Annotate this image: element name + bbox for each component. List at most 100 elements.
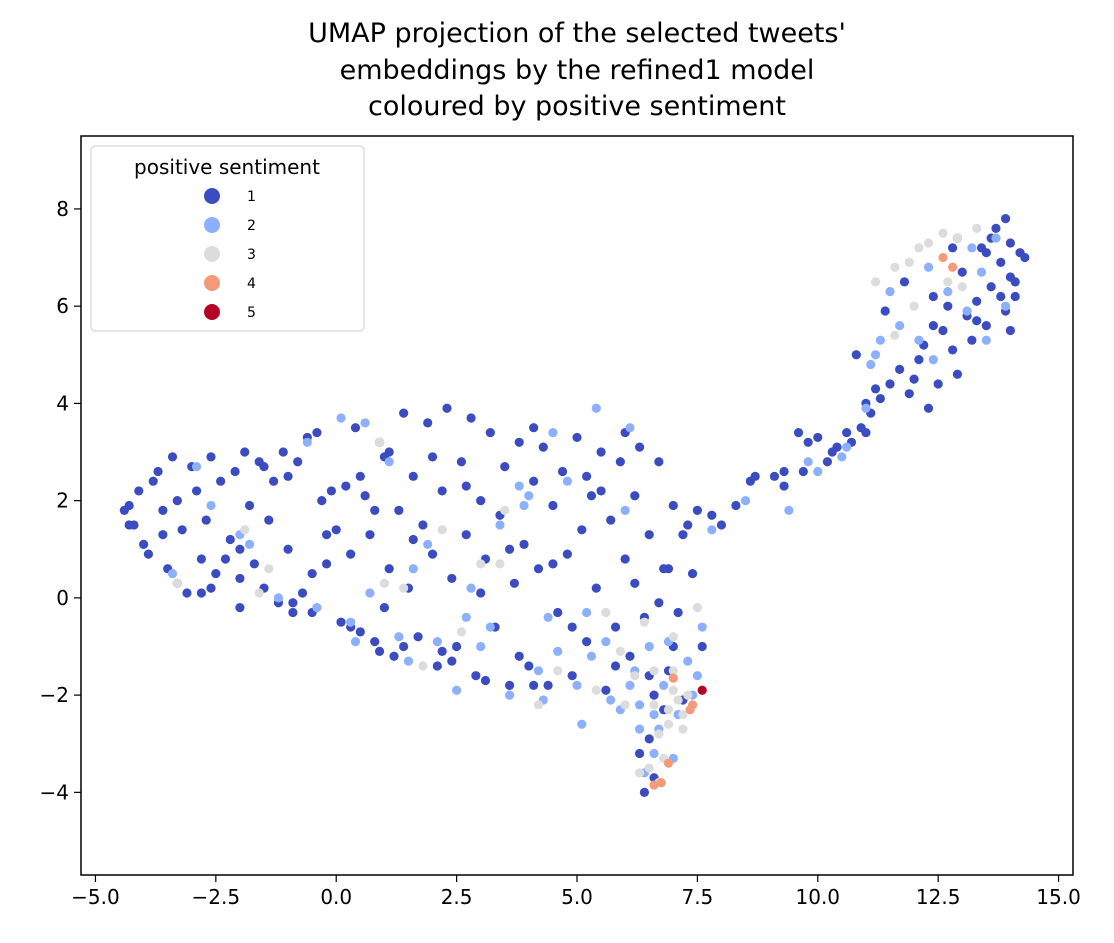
scatter-point-sentiment-2 xyxy=(683,656,693,666)
scatter-point-sentiment-1 xyxy=(548,500,558,511)
scatter-point-sentiment-1 xyxy=(562,549,572,559)
scatter-point-sentiment-1 xyxy=(177,525,187,535)
scatter-point-sentiment-2 xyxy=(707,525,717,535)
scatter-point-sentiment-1 xyxy=(553,607,563,618)
scatter-point-sentiment-1 xyxy=(461,481,471,491)
y-tick-label: −2 xyxy=(40,683,69,707)
scatter-point-sentiment-1 xyxy=(899,277,910,287)
scatter-point-sentiment-3 xyxy=(620,700,630,710)
scatter-point-sentiment-4 xyxy=(656,778,666,788)
scatter-point-sentiment-1 xyxy=(591,583,601,593)
scatter-point-sentiment-1 xyxy=(504,544,515,554)
scatter-point-sentiment-1 xyxy=(596,447,606,457)
scatter-point-sentiment-2 xyxy=(582,607,592,618)
scatter-point-sentiment-1 xyxy=(663,564,674,574)
scatter-point-sentiment-1 xyxy=(524,661,534,671)
scatter-point-sentiment-1 xyxy=(529,680,539,690)
scatter-point-sentiment-1 xyxy=(504,680,515,690)
scatter-point-sentiment-1 xyxy=(134,486,144,496)
scatter-point-sentiment-1 xyxy=(687,568,698,579)
scatter-point-sentiment-1 xyxy=(731,500,741,511)
scatter-point-sentiment-1 xyxy=(259,462,269,472)
scatter-point-sentiment-1 xyxy=(543,680,553,690)
scatter-point-sentiment-1 xyxy=(220,554,231,564)
chart-title-line-3: coloured by positive sentiment xyxy=(367,91,786,122)
scatter-point-sentiment-1 xyxy=(321,559,332,569)
scatter-point-sentiment-1 xyxy=(635,442,645,452)
scatter-point-sentiment-1 xyxy=(986,282,996,292)
scatter-point-sentiment-1 xyxy=(519,539,529,549)
scatter-point-sentiment-1 xyxy=(158,505,168,515)
scatter-point-sentiment-1 xyxy=(423,418,433,428)
scatter-point-sentiment-1 xyxy=(606,515,616,525)
scatter-point-sentiment-1 xyxy=(216,476,226,486)
scatter-point-sentiment-1 xyxy=(639,787,650,797)
scatter-point-sentiment-1 xyxy=(861,427,871,438)
legend-label-1: 1 xyxy=(247,189,256,205)
scatter-point-sentiment-3 xyxy=(663,719,674,729)
scatter-point-sentiment-3 xyxy=(456,627,467,637)
scatter-point-sentiment-2 xyxy=(981,335,991,345)
legend-label-3: 3 xyxy=(247,247,256,263)
scatter-point-sentiment-3 xyxy=(649,700,659,710)
x-tick-label: 2.5 xyxy=(441,885,473,909)
scatter-point-sentiment-2 xyxy=(635,724,645,734)
scatter-point-sentiment-1 xyxy=(996,291,1006,302)
scatter-point-sentiment-2 xyxy=(485,622,495,632)
scatter-point-sentiment-3 xyxy=(943,277,953,287)
scatter-point-sentiment-1 xyxy=(172,496,182,506)
scatter-point-sentiment-2 xyxy=(659,680,669,690)
scatter-point-sentiment-1 xyxy=(384,447,394,457)
scatter-point-sentiment-1 xyxy=(447,656,457,666)
scatter-point-sentiment-1 xyxy=(384,564,394,574)
legend-marker-3 xyxy=(204,246,220,262)
scatter-point-sentiment-1 xyxy=(996,257,1006,268)
scatter-point-sentiment-1 xyxy=(225,534,235,545)
scatter-point-sentiment-1 xyxy=(158,530,168,540)
scatter-point-sentiment-1 xyxy=(485,427,495,438)
scatter-point-sentiment-1 xyxy=(461,530,471,540)
x-tick-label: 0.0 xyxy=(320,885,352,909)
scatter-point-sentiment-3 xyxy=(533,700,544,710)
scatter-point-sentiment-2 xyxy=(784,505,794,515)
scatter-point-sentiment-3 xyxy=(476,559,486,569)
scatter-point-sentiment-1 xyxy=(972,316,982,326)
scatter-point-sentiment-1 xyxy=(466,413,476,423)
scatter-point-sentiment-1 xyxy=(283,471,293,481)
scatter-point-sentiment-1 xyxy=(813,432,823,443)
scatter-point-sentiment-1 xyxy=(644,734,654,744)
legend-marker-4 xyxy=(204,275,220,291)
scatter-point-sentiment-1 xyxy=(548,559,558,569)
scatter-point-sentiment-1 xyxy=(297,588,308,598)
scatter-point-sentiment-1 xyxy=(191,486,202,496)
scatter-point-sentiment-2 xyxy=(586,651,597,661)
scatter-point-sentiment-1 xyxy=(230,466,240,477)
scatter-point-sentiment-2 xyxy=(813,466,823,477)
scatter-point-sentiment-2 xyxy=(591,403,601,413)
x-tick-label: 5.0 xyxy=(561,885,593,909)
scatter-point-sentiment-1 xyxy=(196,588,206,598)
scatter-point-sentiment-3 xyxy=(673,695,683,705)
scatter-point-sentiment-1 xyxy=(870,384,881,394)
scatter-point-sentiment-1 xyxy=(240,447,250,457)
scatter-point-sentiment-1 xyxy=(471,671,481,681)
scatter-point-sentiment-1 xyxy=(793,427,804,438)
scatter-point-sentiment-1 xyxy=(577,525,587,535)
scatter-point-sentiment-1 xyxy=(952,369,963,379)
scatter-point-sentiment-1 xyxy=(909,374,919,384)
scatter-point-sentiment-1 xyxy=(196,554,206,564)
scatter-point-sentiment-2 xyxy=(962,306,972,316)
scatter-point-sentiment-1 xyxy=(244,500,255,511)
scatter-point-sentiment-2 xyxy=(394,632,404,642)
x-tick-label: −2.5 xyxy=(192,885,241,909)
scatter-point-sentiment-1 xyxy=(654,457,664,467)
scatter-point-sentiment-1 xyxy=(557,466,568,477)
scatter-point-sentiment-1 xyxy=(312,427,322,438)
scatter-point-sentiment-1 xyxy=(480,675,491,686)
scatter-point-sentiment-2 xyxy=(837,452,847,462)
scatter-point-sentiment-2 xyxy=(991,233,1001,243)
scatter-point-sentiment-1 xyxy=(201,515,211,525)
x-tick-label: 12.5 xyxy=(916,885,961,909)
scatter-point-sentiment-1 xyxy=(697,641,707,652)
scatter-point-sentiment-1 xyxy=(307,568,317,579)
